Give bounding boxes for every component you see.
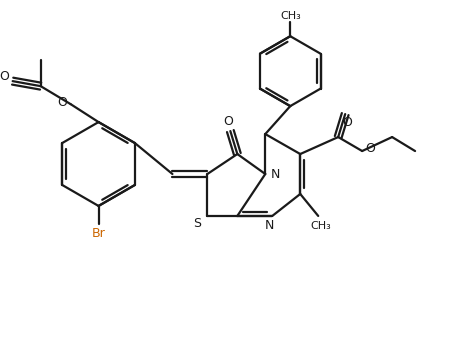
Text: Br: Br <box>92 228 105 240</box>
Text: O: O <box>365 142 375 155</box>
Text: S: S <box>194 217 202 230</box>
Text: O: O <box>58 96 67 109</box>
Text: O: O <box>0 70 9 83</box>
Text: O: O <box>342 116 352 128</box>
Text: N: N <box>270 168 280 180</box>
Text: N: N <box>265 220 274 232</box>
Text: O: O <box>223 114 233 128</box>
Text: CH₃: CH₃ <box>280 11 301 21</box>
Text: CH₃: CH₃ <box>311 221 332 231</box>
